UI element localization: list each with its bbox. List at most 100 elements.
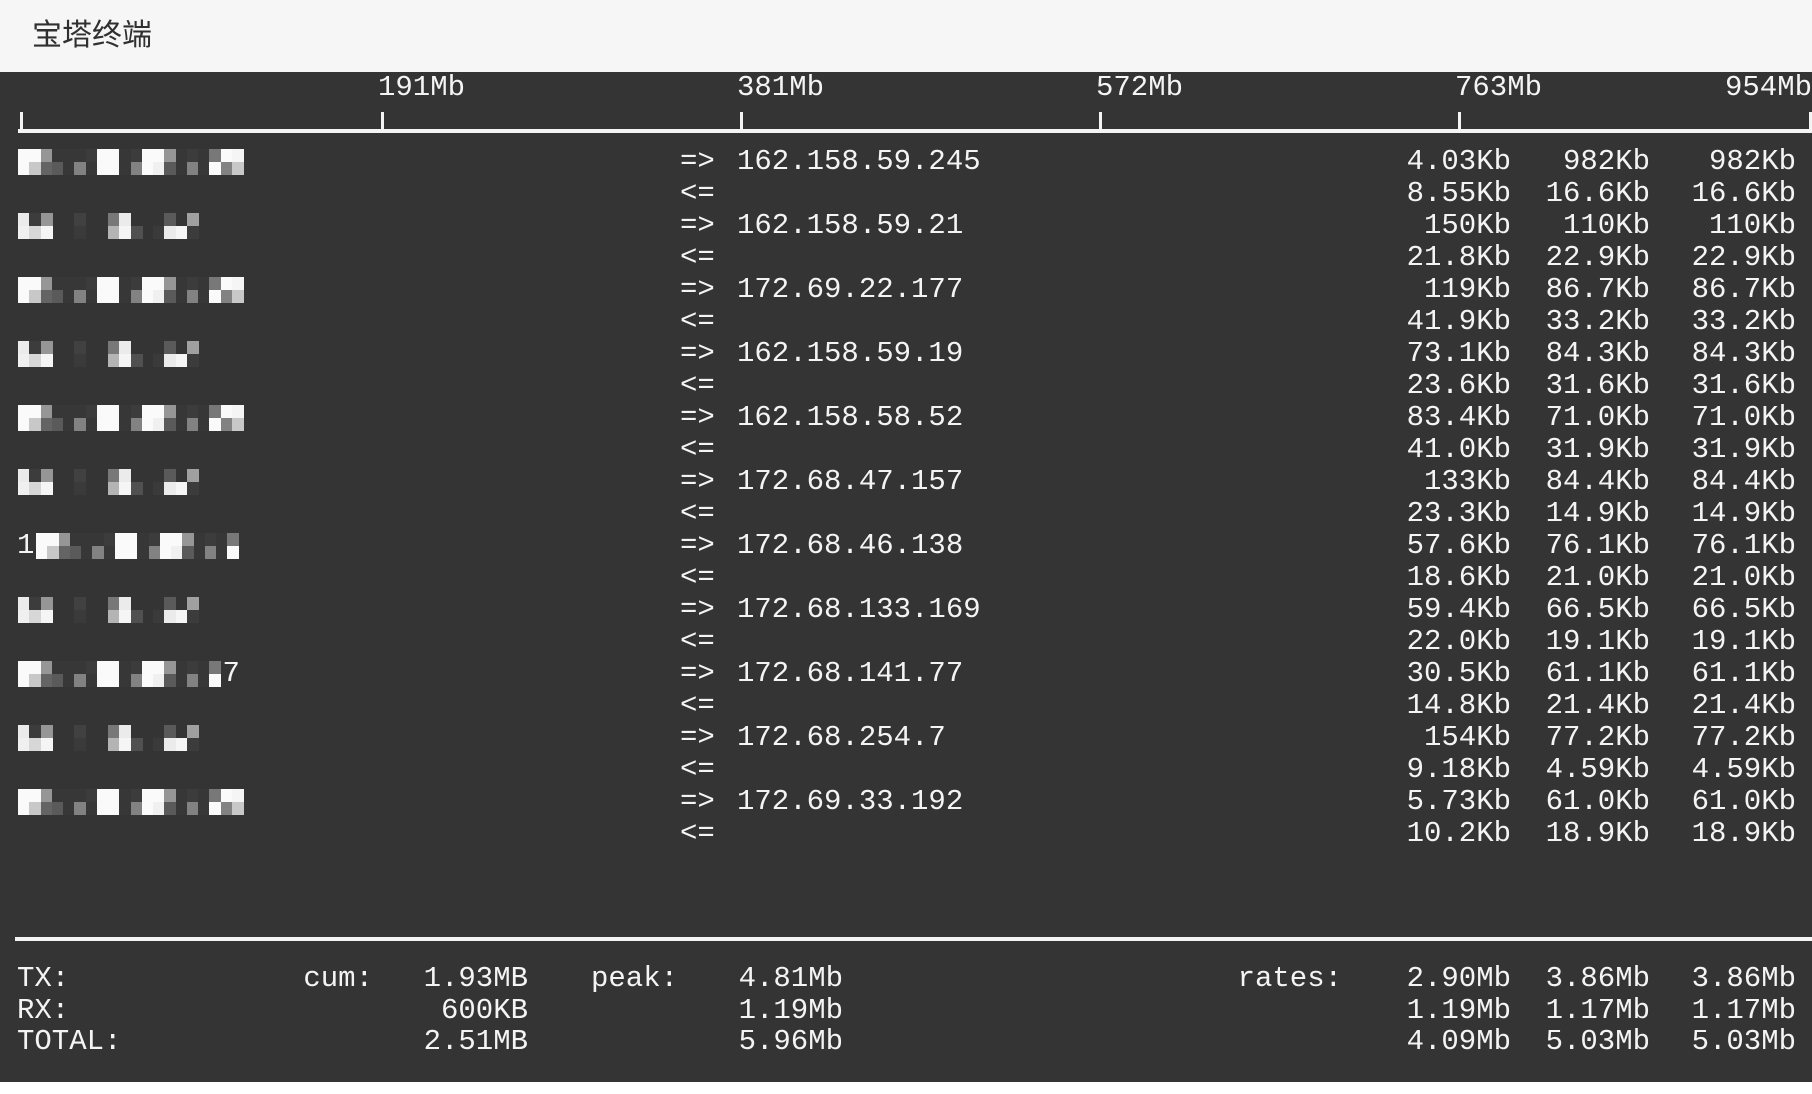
remote-ip: 172.68.46.138 <box>737 529 964 562</box>
summary-row: TOTAL: 2.51MB 5.96Mb 4.09Mb 5.03Mb 5.03Mb <box>0 1026 1812 1058</box>
tx-arrow: => <box>680 401 715 434</box>
mosaic-pixel <box>141 418 154 431</box>
remote-ip: 172.69.22.177 <box>737 273 964 306</box>
mosaic-pixel <box>74 418 87 431</box>
scale-tick-label: 191Mb <box>378 71 466 104</box>
tx-rate-2s: 30.5Kb <box>1406 657 1511 690</box>
cum-value: 600KB <box>440 994 528 1027</box>
mosaic-pixel <box>47 546 60 559</box>
mosaic-pixel <box>209 418 222 431</box>
mosaic-pixel <box>186 482 199 495</box>
mosaic-pixel <box>119 469 132 482</box>
tx-rate-10s: 61.0Kb <box>1545 785 1650 818</box>
tx-rate-40s: 76.1Kb <box>1691 529 1796 562</box>
mosaic-pixel <box>85 789 98 802</box>
mosaic-pixel <box>141 162 154 175</box>
mosaic-pixel <box>18 597 30 610</box>
mosaic-pixel <box>18 405 30 418</box>
tx-arrow: => <box>680 273 715 306</box>
mosaic-pixel <box>18 290 30 303</box>
mosaic-pixel <box>186 661 199 674</box>
mosaic-pixel <box>29 418 42 431</box>
redacted-local-host <box>0 789 260 815</box>
mosaic-pixel <box>74 725 87 738</box>
mosaic-pixel <box>85 149 98 162</box>
mosaic-pixel <box>175 290 188 303</box>
mosaic-pixel <box>74 213 87 226</box>
mosaic-pixel <box>114 533 127 546</box>
mosaic-pixel <box>40 738 53 751</box>
mosaic-pixel <box>171 533 183 546</box>
mosaic-pixel <box>186 405 199 418</box>
mosaic-pixel <box>18 226 30 239</box>
mosaic-pixel <box>63 661 75 674</box>
mosaic-pixel <box>164 277 177 290</box>
cum-value: 2.51MB <box>423 1025 528 1058</box>
mosaic-pixel <box>108 725 120 738</box>
mosaic-pixel <box>29 290 42 303</box>
mosaic-pixel <box>231 418 244 431</box>
tx-rate-10s: 76.1Kb <box>1545 529 1650 562</box>
mosaic-pixel <box>47 533 60 546</box>
mosaic-pixel <box>216 533 228 546</box>
mosaic-pixel <box>69 533 82 546</box>
mosaic-pixel <box>182 546 195 559</box>
mosaic-pixel <box>119 674 132 687</box>
mosaic-pixel <box>198 674 210 687</box>
mosaic-pixel <box>108 213 120 226</box>
mosaic-pixel <box>216 546 228 559</box>
mosaic-pixel <box>29 674 42 687</box>
tx-rate-40s: 61.1Kb <box>1691 657 1796 690</box>
connection-row-rx: <= 21.8Kb 22.9Kb 22.9Kb <box>0 242 1812 274</box>
mosaic-pixel <box>40 226 53 239</box>
rx-rate-10s: 18.9Kb <box>1545 817 1650 850</box>
mosaic-pixel <box>85 277 98 290</box>
remote-ip: 162.158.59.19 <box>737 337 964 370</box>
rx-rate-2s: 14.8Kb <box>1406 689 1511 722</box>
mosaic-pixel <box>130 405 143 418</box>
connection-row-tx: => 172.68.141.77 30.5Kb 61.1Kb 61.1Kb <box>0 658 1812 690</box>
mosaic-pixel <box>74 469 87 482</box>
mosaic-pixel <box>159 546 172 559</box>
rate-2s: 1.19Mb <box>1406 994 1511 1027</box>
rx-rate-2s: 23.6Kb <box>1406 369 1511 402</box>
tx-arrow: => <box>680 145 715 178</box>
mosaic-pixel <box>40 725 53 738</box>
mosaic-pixel <box>74 597 87 610</box>
mosaic-pixel <box>74 482 87 495</box>
mosaic-pixel <box>40 802 53 815</box>
mosaic-pixel <box>103 546 116 559</box>
tx-rate-40s: 61.0Kb <box>1691 785 1796 818</box>
rx-rate-2s: 41.0Kb <box>1406 433 1511 466</box>
tx-rate-2s: 150Kb <box>1423 209 1511 242</box>
mosaic-pixel <box>18 418 30 431</box>
mosaic-pixel <box>153 802 165 815</box>
mosaic-pixel <box>164 405 177 418</box>
mosaic-pixel <box>130 674 143 687</box>
connection-row-rx: <= 23.3Kb 14.9Kb 14.9Kb <box>0 498 1812 530</box>
mosaic-pixel <box>175 789 188 802</box>
mosaic-pixel <box>40 405 53 418</box>
mosaic-pixel <box>119 661 132 674</box>
scale-tick <box>381 112 384 130</box>
mosaic-pixel <box>231 802 244 815</box>
mosaic-pixel <box>18 738 30 751</box>
mosaic-pixel <box>231 277 244 290</box>
rx-rate-40s: 16.6Kb <box>1691 177 1796 210</box>
mosaic-pixel <box>29 405 42 418</box>
mosaic-pixel <box>119 226 132 239</box>
mosaic-pixel <box>29 277 42 290</box>
mosaic-pixel <box>29 226 42 239</box>
mosaic-pixel <box>96 405 109 418</box>
mosaic-pixel <box>96 290 109 303</box>
scale-tick <box>1809 112 1812 130</box>
mosaic-pixel <box>108 341 120 354</box>
rate-10s: 5.03Mb <box>1545 1025 1650 1058</box>
mosaic-pixel <box>119 738 132 751</box>
mosaic-pixel <box>108 277 120 290</box>
mosaic-pixel <box>220 149 233 162</box>
iftop-terminal[interactable]: 191Mb 381Mb 572Mb 763Mb 954Mb => 162.158.59.2… <box>0 72 1812 1082</box>
rx-rate-2s: 21.8Kb <box>1406 241 1511 274</box>
mosaic-pixel <box>141 674 154 687</box>
mosaic-pixel <box>186 226 199 239</box>
